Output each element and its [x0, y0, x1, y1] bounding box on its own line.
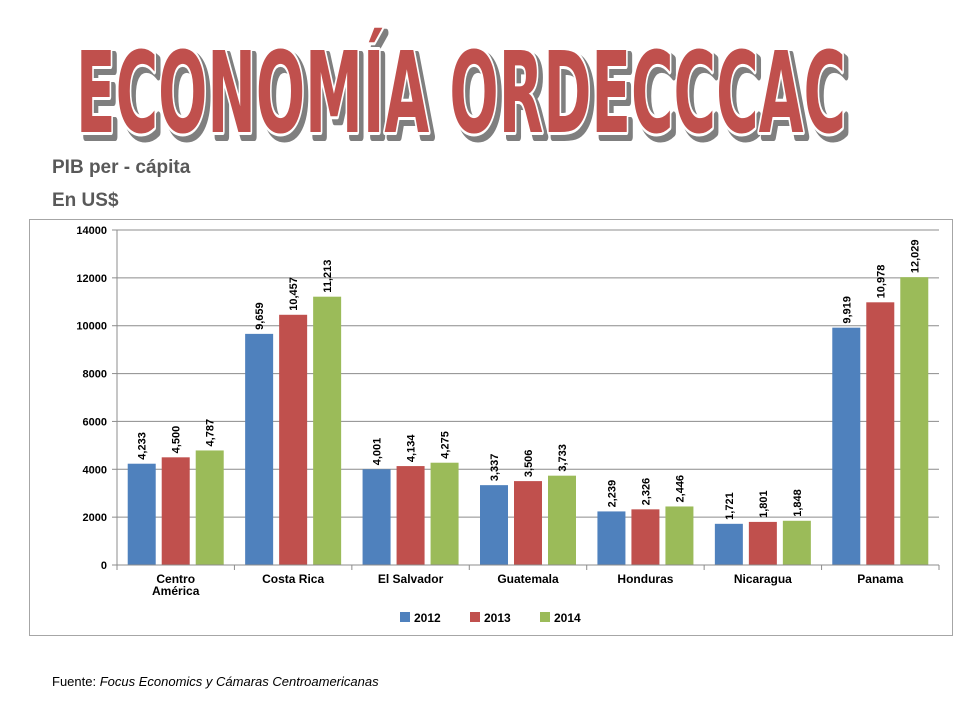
y-tick-label: 2000 [83, 512, 107, 524]
data-label: 4,787 [205, 419, 217, 447]
x-tick-label: América [152, 584, 200, 598]
chart-subtitle-unit: En US$ [52, 190, 119, 211]
bar-2012 [362, 469, 391, 565]
chart-subtitle-metric: PIB per - cápita [52, 157, 191, 178]
data-label: 1,848 [792, 489, 804, 517]
chart-frame: 0 2000 4000 6000 8000 10000 12000 14000 4,233 4,5… [29, 219, 953, 636]
data-label: 2,446 [674, 475, 686, 503]
legend-label: 2014 [554, 611, 581, 625]
legend-label: 2012 [414, 611, 441, 625]
y-tick-label: 0 [101, 560, 107, 572]
x-tick-label: Costa Rica [262, 572, 324, 586]
data-label: 10,457 [288, 277, 300, 311]
bar-2014 [900, 277, 929, 565]
bar-2014 [195, 450, 224, 565]
y-tick-label: 12000 [76, 273, 107, 285]
bar-2013 [866, 302, 895, 565]
x-tick-label: Guatemala [497, 572, 559, 586]
data-label: 2,326 [640, 478, 652, 506]
bar-2013 [396, 466, 425, 565]
bar-2013 [514, 481, 542, 565]
data-label: 1,801 [758, 490, 770, 518]
source-note: Fuente: Focus Economics y Cámaras Centro… [52, 674, 379, 689]
bar-chart: 0 2000 4000 6000 8000 10000 12000 14000 4,233 4,5… [76, 225, 940, 625]
data-label: 4,134 [406, 434, 418, 462]
bar-2012 [832, 327, 861, 565]
bar-2014 [548, 475, 576, 565]
bar-2012 [597, 511, 626, 565]
bar-2014 [430, 462, 459, 565]
x-tick-label: El Salvador [378, 572, 444, 586]
bar-2013 [748, 521, 777, 565]
data-label: 3,733 [557, 444, 569, 472]
data-label: 3,506 [523, 450, 535, 478]
data-label: 2,239 [606, 480, 618, 508]
data-label: 3,337 [489, 454, 501, 482]
bar-2014 [782, 520, 811, 565]
data-label: 4,233 [137, 432, 149, 460]
page-title-shadow: ECONOMÍA ORDECCCAC [80, 32, 850, 156]
bar-2014 [665, 506, 694, 565]
data-label: 4,275 [440, 431, 452, 459]
data-label: 4,001 [372, 438, 384, 466]
legend-swatch-2014 [540, 612, 550, 622]
y-tick-label: 10000 [76, 321, 107, 333]
bar-2014 [313, 296, 342, 565]
source-text: Focus Economics y Cámaras Centroamerican… [99, 674, 379, 689]
x-tick-label: Panama [857, 572, 903, 586]
bar-2012 [480, 485, 508, 565]
source-prefix: Fuente: [52, 674, 100, 689]
data-label: 9,659 [254, 302, 266, 330]
legend-label: 2013 [484, 611, 511, 625]
y-tick-label: 14000 [76, 225, 107, 237]
bar-2013 [279, 314, 308, 565]
data-label: 4,500 [171, 426, 183, 454]
bar-2013 [631, 509, 660, 565]
data-label: 1,721 [724, 492, 736, 520]
bar-2012 [245, 333, 274, 565]
bar-2013 [161, 457, 190, 565]
legend-swatch-2013 [470, 612, 480, 622]
bar-2012 [127, 463, 156, 565]
x-tick-label: Centro [156, 572, 195, 586]
page-title-text: ECONOMÍA ORDECCCAC [76, 27, 846, 156]
data-label: 11,213 [322, 260, 334, 293]
y-tick-label: 4000 [83, 464, 107, 476]
x-tick-label: Honduras [617, 572, 673, 586]
legend-swatch-2012 [400, 612, 410, 622]
data-label: 12,029 [909, 240, 921, 274]
page-title: ECONOMÍA ORDECCCAC ECONOMÍA ORDECCCAC [73, 24, 854, 156]
x-tick-label: Nicaragua [734, 572, 792, 586]
y-tick-label: 8000 [83, 369, 107, 381]
bar-2012 [714, 523, 743, 565]
y-tick-label: 6000 [83, 416, 107, 428]
data-label: 10,978 [875, 265, 887, 299]
data-label: 9,919 [841, 296, 853, 324]
